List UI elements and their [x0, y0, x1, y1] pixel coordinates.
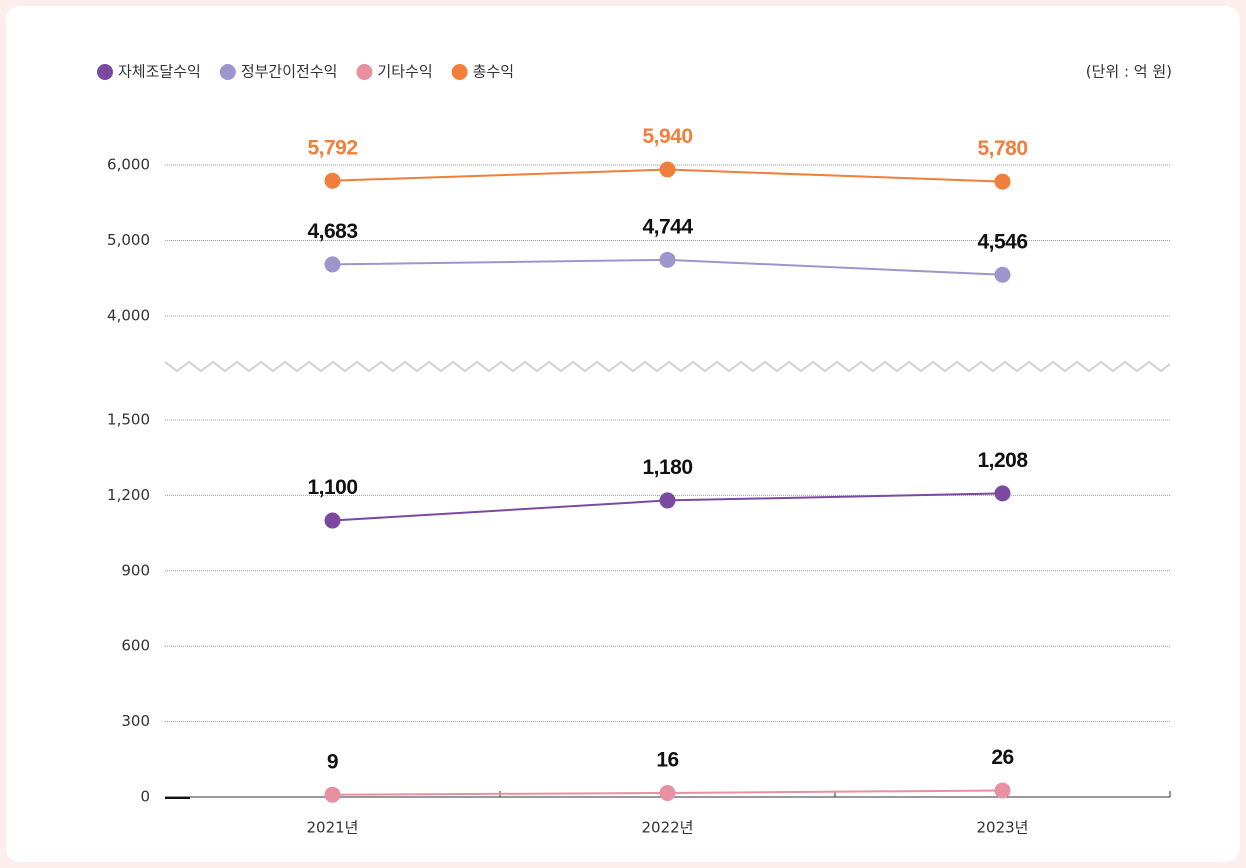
y-tick-label: 1,200 — [107, 486, 150, 504]
data-point — [994, 485, 1011, 502]
data-label: 5,792 — [307, 136, 357, 159]
data-point — [324, 786, 341, 803]
x-tick-label: 2022년 — [642, 819, 694, 837]
legend-swatch — [97, 64, 113, 80]
x-tick-label: 2021년 — [307, 819, 359, 837]
y-tick-label: 4,000 — [107, 307, 150, 325]
y-tick-label: 300 — [121, 712, 150, 730]
data-point — [324, 172, 341, 189]
y-tick-label: 600 — [121, 637, 150, 655]
data-point — [659, 784, 676, 801]
data-label: 1,100 — [307, 476, 357, 499]
data-label: 1,180 — [642, 456, 692, 479]
y-tick-label: 5,000 — [107, 231, 150, 249]
data-point — [994, 782, 1011, 799]
legend-swatch — [356, 64, 373, 80]
legend-swatch — [219, 64, 236, 80]
y-tick-label: 1,500 — [107, 411, 150, 429]
legend-swatch — [451, 64, 468, 80]
card — [6, 6, 1240, 862]
data-label: 4,546 — [977, 230, 1027, 253]
legend-label: 자체조달수익 — [118, 63, 201, 81]
data-point — [659, 492, 676, 509]
data-point — [324, 512, 341, 529]
data-label: 5,940 — [642, 125, 692, 148]
legend-label: 기타수익 — [377, 63, 432, 81]
data-label: 1,208 — [977, 449, 1028, 472]
data-point — [994, 266, 1011, 283]
data-point — [994, 173, 1011, 190]
legend-label: 총수익 — [473, 63, 514, 81]
data-label: 26 — [991, 746, 1013, 769]
legend-label: 정부간이전수익 — [241, 63, 338, 81]
axis-break — [164, 360, 1171, 373]
y-tick-label: 900 — [121, 561, 150, 579]
data-point — [659, 161, 676, 178]
data-label: 16 — [656, 749, 678, 772]
unit-note: (단위 : 억 원) — [1086, 63, 1172, 81]
x-tick-label: 2023년 — [977, 819, 1029, 837]
y-tick-label: 0 — [140, 788, 150, 806]
data-label: 4,744 — [642, 215, 693, 238]
data-label: 4,683 — [307, 220, 357, 243]
data-point — [324, 256, 341, 273]
data-label: 5,780 — [977, 137, 1027, 160]
data-label: 9 — [327, 750, 338, 773]
data-point — [659, 251, 676, 268]
y-tick-label: 6,000 — [107, 156, 150, 174]
